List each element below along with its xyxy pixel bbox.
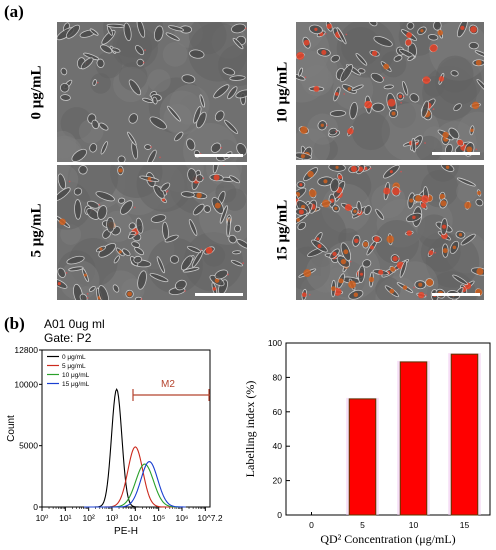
histogram-series-line [84, 461, 186, 508]
flow-ytick-label: 0 [33, 502, 38, 512]
bar-ytick-label: 20 [273, 476, 283, 486]
flow-ytick-label: 10000 [14, 379, 38, 389]
scale-bar [195, 154, 243, 157]
flow-xtick-label: 10⁰ [36, 513, 49, 523]
gate-marker-label: M2 [161, 379, 175, 390]
micrograph-5 [57, 165, 247, 300]
flow-ytick-label: 12800 [14, 345, 38, 355]
bar-ytick-label: 60 [273, 407, 283, 417]
bar-ytick-label: 80 [273, 372, 283, 382]
histogram-series-line [84, 463, 186, 508]
scale-bar [432, 152, 480, 155]
histogram-series-line [84, 446, 186, 508]
micrograph-label-5: 5 μg/mL [28, 203, 45, 258]
micrograph-10 [296, 22, 484, 160]
micrograph-label-0: 0 μg/mL [28, 65, 45, 120]
scale-bar [195, 293, 243, 296]
flow-header-gate: Gate: P2 [44, 331, 92, 345]
flow-xtick-label: 10² [83, 513, 95, 523]
flow-histogram: 0 5000 10000 12800 10⁰ 10¹ 10² 10³ 10⁴ 10⁵ 10⁶ 10^7… [6, 345, 223, 537]
micrograph-15 [296, 165, 484, 300]
bar-xtick-label: 15 [460, 520, 470, 530]
flow-xtick-label: 10⁴ [129, 513, 142, 523]
bar-ytick-label: 40 [273, 441, 283, 451]
bar-ylabel: Labelling index (%) [243, 381, 257, 478]
flow-legend-label: 5 μg/mL [62, 363, 86, 370]
bar-xtick-label: 5 [360, 520, 365, 530]
labelling-index-bar-chart: 0 20 40 60 80 100 0 5 10 15 QD² Concentration (μg/… [243, 338, 491, 546]
flow-legend-label: 15 μg/mL [62, 381, 90, 388]
bar-ytick-label: 0 [277, 510, 282, 520]
bar [450, 353, 479, 516]
bar-ytick-label: 100 [268, 338, 282, 348]
flow-ytick-label: 5000 [19, 441, 38, 451]
panel-b-label: (b) [4, 314, 25, 333]
bar-xtick-label: 10 [409, 520, 419, 530]
flow-legend-label: 0 μg/mL [62, 354, 86, 361]
bar [399, 361, 428, 516]
bar [348, 398, 377, 516]
panel-a-label: (a) [4, 2, 24, 21]
bar-plot-frame [285, 342, 491, 516]
flow-header-sample: A01 0ug ml [44, 317, 105, 331]
bar-xlabel: QD² Concentration (μg/mL) [320, 532, 455, 546]
flow-xtick-label: 10⁶ [176, 513, 189, 523]
flow-xtick-label: 10⁵ [152, 513, 165, 523]
micrograph-label-15: 15 μg/mL [274, 199, 291, 262]
flow-xlabel: PE-H [114, 526, 138, 537]
flow-ylabel: Count [6, 415, 17, 442]
scale-bar [432, 293, 480, 296]
micrograph-0 [57, 22, 247, 162]
flow-xtick-label: 10^7.2 [197, 513, 223, 523]
micrograph-label-10: 10 μg/mL [274, 61, 291, 124]
histogram-series-line [84, 387, 186, 508]
bar-xtick-label: 0 [309, 520, 314, 530]
flow-xtick-label: 10³ [106, 513, 118, 523]
flow-legend-label: 10 μg/mL [62, 372, 90, 379]
flow-xtick-label: 10¹ [59, 513, 71, 523]
